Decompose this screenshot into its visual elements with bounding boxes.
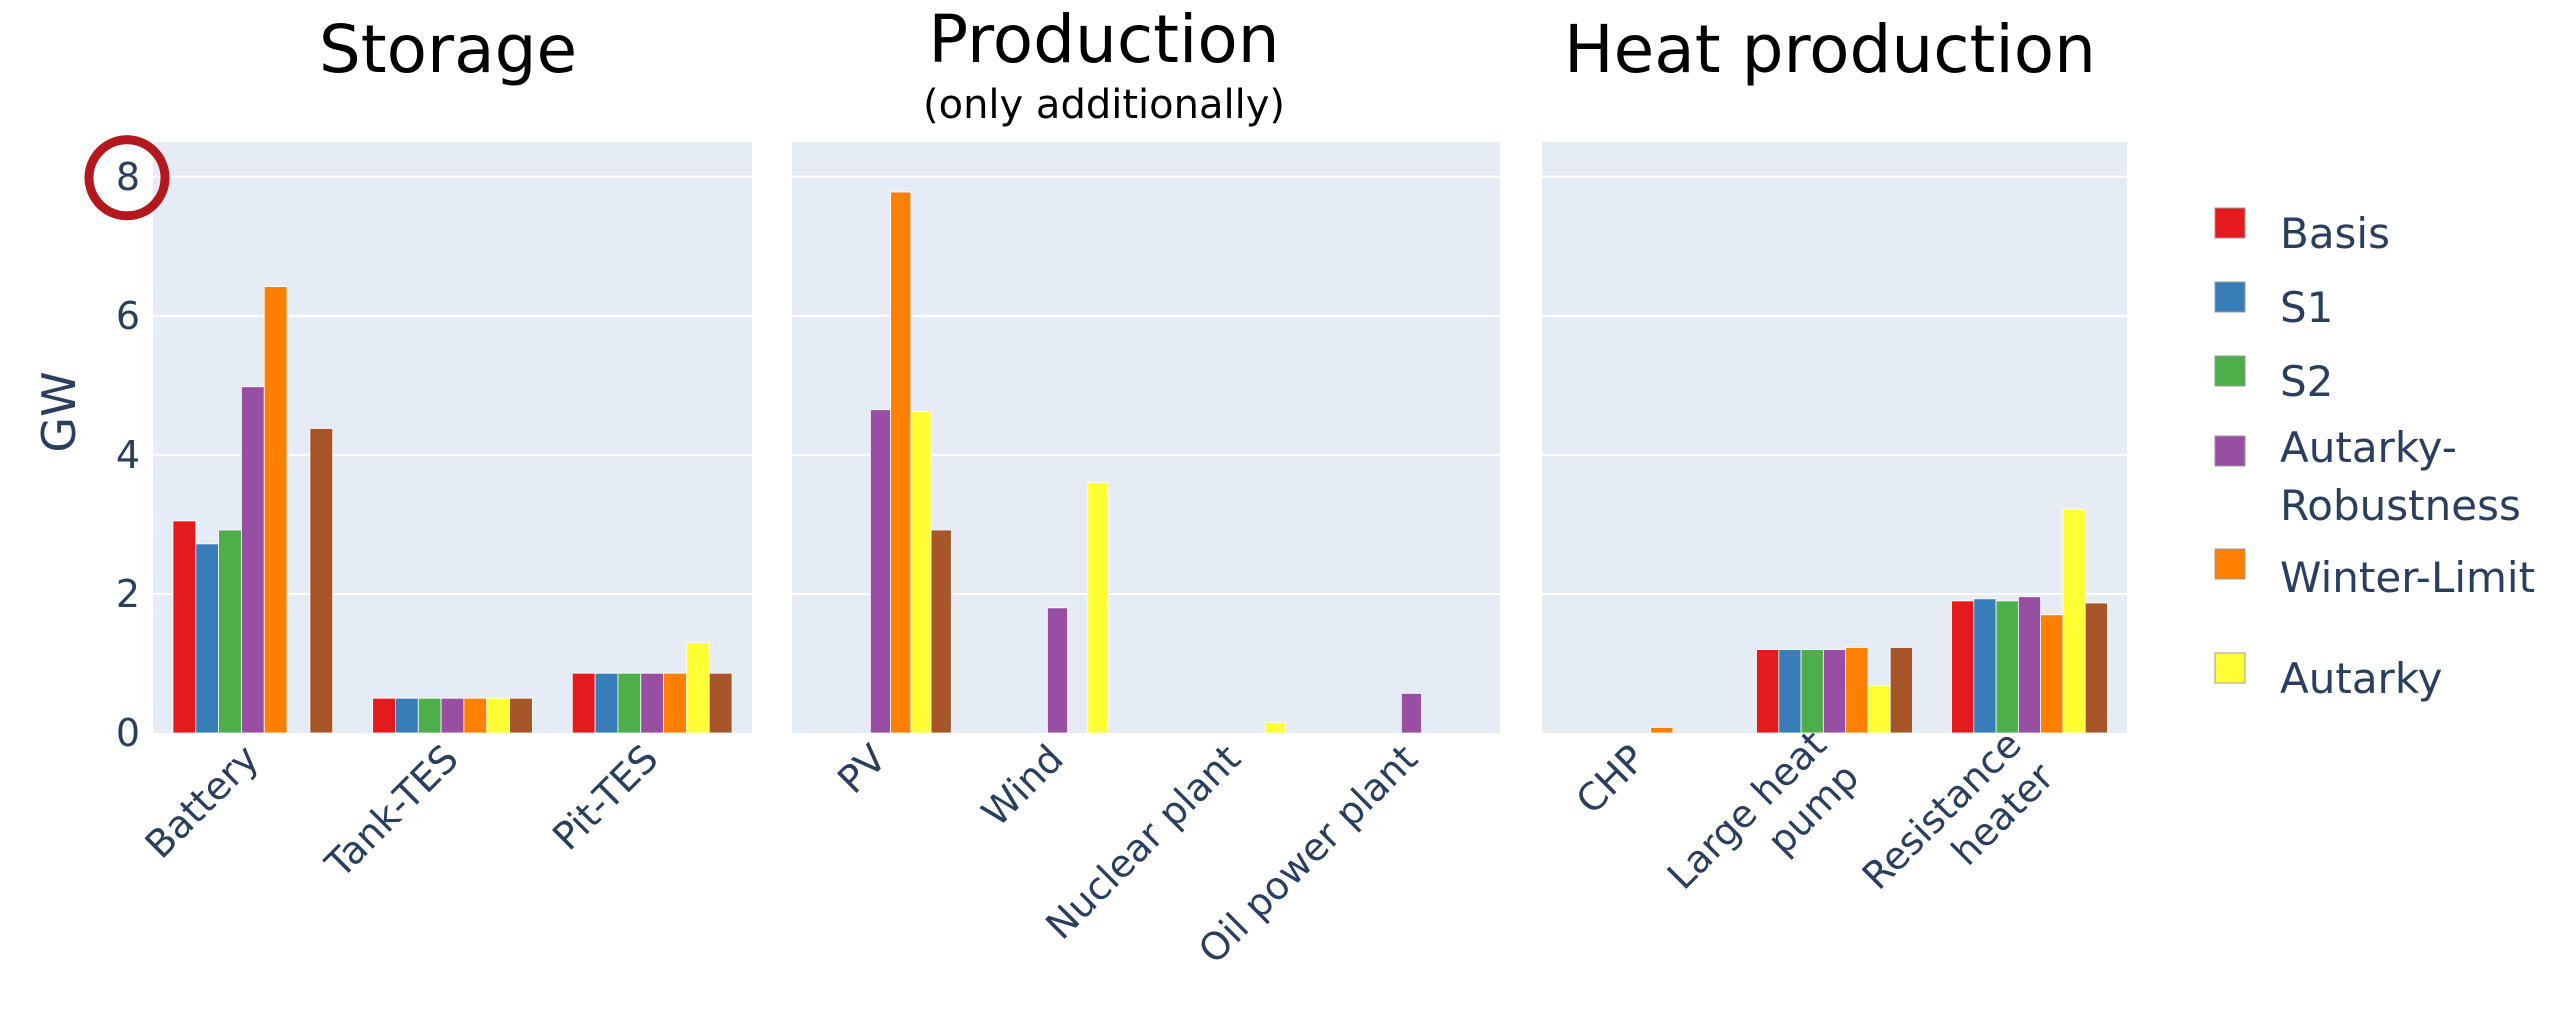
x-tick-label: Wind [973, 736, 1072, 835]
bar [1778, 649, 1802, 734]
bar [372, 697, 396, 734]
legend-swatch [2214, 652, 2246, 684]
legend-item: Winter-Limit [2214, 548, 2535, 602]
bar [2062, 508, 2086, 734]
bar [1822, 649, 1847, 734]
bar [2084, 602, 2108, 734]
bar [1867, 685, 1891, 734]
legend-label: Autarky-Robustness [2280, 423, 2521, 530]
bar [1800, 649, 1824, 734]
highlight-circle [84, 135, 170, 221]
legend-label: Basis [2280, 209, 2390, 258]
legend-swatch [2214, 355, 2246, 387]
legend-item: Autarky [2214, 652, 2443, 703]
bar [617, 672, 642, 734]
x-tick-label: CHP [1568, 736, 1654, 822]
bar [571, 672, 596, 734]
panel-title: Production [928, 1, 1279, 78]
bar [1046, 607, 1069, 734]
bar [2017, 596, 2042, 734]
bar [1400, 692, 1423, 734]
legend-item: S2 [2214, 355, 2333, 406]
bar [910, 411, 932, 734]
bar [663, 672, 687, 734]
bar [1995, 600, 2019, 734]
bar [263, 286, 288, 734]
bar [685, 642, 710, 734]
x-tick-label: Resistanceheater [1854, 722, 2063, 931]
x-tick-label: Tank-TES [316, 736, 467, 887]
panel-title: Storage [319, 11, 577, 88]
y-axis: 0 2 4 6 8 GW [32, 135, 170, 755]
legend-label: Autarky [2280, 654, 2443, 703]
legend-swatch [2214, 548, 2246, 580]
legend-item: Basis [2214, 207, 2390, 258]
legend-label: S2 [2280, 357, 2333, 406]
bar [1087, 482, 1109, 734]
y-tick-label: 0 [116, 711, 140, 755]
legend: Basis S1 S2 Autarky-Robustness Winter-Limit A… [2214, 207, 2535, 703]
bar [440, 697, 465, 734]
legend-swatch [2214, 435, 2246, 467]
bar [890, 191, 912, 734]
legend-item: S1 [2214, 281, 2333, 332]
panel-subtitle: (only additionally) [923, 82, 1285, 128]
x-tick-label: PV [829, 736, 895, 802]
bar [869, 409, 892, 734]
x-tick-label: Pit-TES [544, 736, 666, 858]
bar [463, 697, 488, 734]
panel-storage: Storage Battery Tank-TES Pit-TES [137, 11, 752, 887]
panel-title: Heat production [1564, 11, 2096, 88]
bar [195, 543, 220, 734]
bar [309, 428, 334, 734]
bar [930, 529, 952, 734]
legend-swatch [2214, 281, 2246, 313]
bar [1951, 600, 1975, 734]
bar [241, 386, 265, 734]
bar [172, 520, 197, 734]
bar [1650, 727, 1674, 734]
panel-production: Production(only additionally)PV WindNucle… [792, 1, 1500, 972]
legend-label: S1 [2280, 283, 2333, 332]
bar [417, 697, 442, 734]
x-tick-label: Battery [137, 736, 268, 867]
panel-heat-production: Heat production CHP Large heatpumpResistan… [1542, 11, 2127, 931]
bar [395, 697, 419, 734]
bar [708, 672, 733, 734]
bar [1973, 598, 1997, 734]
y-tick-label: 6 [116, 294, 140, 338]
legend-item: Autarky-Robustness [2214, 423, 2521, 530]
bar [1845, 647, 1869, 734]
bar [486, 697, 510, 734]
y-tick-label: 8 [116, 155, 140, 199]
panels: Storage Battery Tank-TES Pit-TES Production(… [137, 1, 2127, 972]
legend-label: Winter-Limit [2280, 553, 2535, 602]
bar [1264, 722, 1286, 734]
bar [1889, 647, 1913, 734]
x-tick-label: Large heatpump [1659, 722, 1867, 930]
bar [1756, 649, 1780, 734]
y-axis-label: GW [32, 371, 86, 452]
y-tick-label: 2 [116, 572, 140, 616]
bar [2040, 614, 2064, 734]
bar [594, 672, 619, 734]
legend-swatch [2214, 207, 2246, 239]
bar [509, 697, 533, 734]
y-tick-label: 4 [116, 433, 140, 477]
bar [640, 672, 664, 734]
bar [218, 529, 242, 734]
